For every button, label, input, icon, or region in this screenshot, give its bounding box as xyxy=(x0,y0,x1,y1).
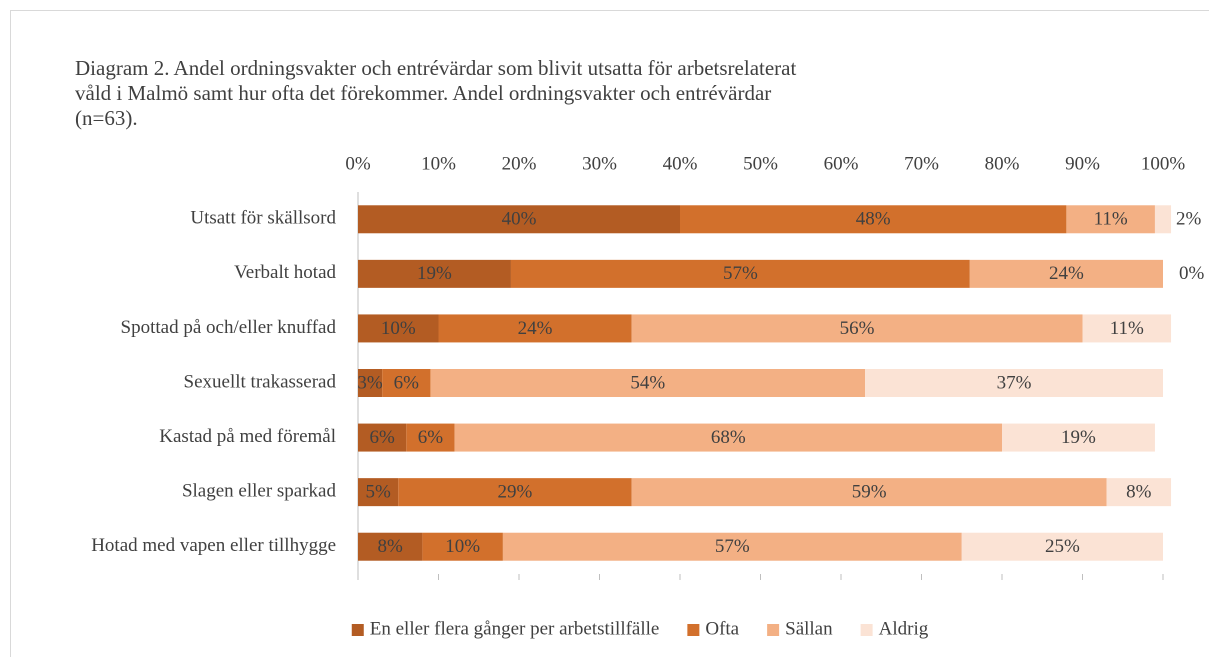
x-tick-label: 70% xyxy=(904,153,939,174)
legend-label: Ofta xyxy=(705,618,739,639)
bar-segment xyxy=(1002,423,1155,452)
data-label: 5% xyxy=(365,482,391,503)
legend-swatch xyxy=(860,624,873,636)
legend-label: En eller flera gånger per arbetstillfäll… xyxy=(370,618,660,639)
y-tick-label: Hotad med vapen eller tillhygge xyxy=(91,535,336,556)
chart-title: Diagram 2. Andel ordningsvakter och entr… xyxy=(75,56,797,130)
x-tick-label: 0% xyxy=(345,153,371,174)
x-tick-label: 50% xyxy=(743,153,778,174)
bar-segment xyxy=(502,532,962,561)
data-label: 6% xyxy=(369,427,395,448)
y-tick-label: Utsatt för skällsord xyxy=(190,208,336,229)
bar-segment xyxy=(865,369,1163,397)
bar-segment xyxy=(430,369,866,397)
bar-segment xyxy=(358,369,383,397)
y-tick-label: Kastad på med föremål xyxy=(159,426,336,447)
data-label: 24% xyxy=(1049,263,1084,284)
data-label: 10% xyxy=(381,318,416,339)
bar-segment xyxy=(1106,478,1172,507)
legend-label: Aldrig xyxy=(879,618,929,639)
bar-segment xyxy=(1154,205,1172,234)
bar-segment xyxy=(680,205,1067,234)
data-label: 11% xyxy=(1094,209,1128,230)
bar-segment xyxy=(382,369,431,397)
data-label: 24% xyxy=(518,318,553,339)
bar-segment xyxy=(358,205,680,234)
x-tick-label: 60% xyxy=(824,153,859,174)
y-tick-label: Spottad på och/eller knuffad xyxy=(121,317,337,338)
data-label: 8% xyxy=(378,536,404,557)
x-tick-label: 20% xyxy=(502,153,537,174)
data-label: 29% xyxy=(498,482,533,503)
legend-swatch xyxy=(687,624,700,636)
data-label: 54% xyxy=(630,372,665,393)
data-label: 57% xyxy=(723,263,758,284)
data-label: 19% xyxy=(417,263,452,284)
bar-segment xyxy=(358,259,511,288)
y-tick-label: Verbalt hotad xyxy=(234,262,336,283)
data-label: 19% xyxy=(1061,427,1096,448)
x-tick-label: 30% xyxy=(582,153,617,174)
bar-segment xyxy=(422,532,503,561)
x-tick-label: 80% xyxy=(985,153,1020,174)
bar-segment xyxy=(631,314,1083,343)
data-label: 3% xyxy=(357,372,383,393)
data-label: 59% xyxy=(852,482,887,503)
x-tick-label: 40% xyxy=(663,153,698,174)
data-label: 8% xyxy=(1126,482,1152,503)
data-label: 48% xyxy=(856,209,891,230)
data-label: 2% xyxy=(1176,209,1202,230)
y-tick-label: Slagen eller sparkad xyxy=(182,481,337,502)
data-label: 10% xyxy=(445,536,480,557)
data-label: 6% xyxy=(418,427,444,448)
y-tick-label: Sexuellt trakasserad xyxy=(184,371,337,392)
x-tick-label: 100% xyxy=(1141,153,1186,174)
data-label: 25% xyxy=(1045,536,1080,557)
chart-frame xyxy=(10,10,1209,657)
bar-segment xyxy=(358,423,407,452)
bar-segment xyxy=(358,478,399,507)
bar-segment xyxy=(454,423,1003,452)
data-label: 37% xyxy=(997,372,1032,393)
bar-segment xyxy=(358,314,439,343)
legend-swatch xyxy=(767,624,780,636)
bar-segment xyxy=(510,259,970,288)
data-label: 11% xyxy=(1110,318,1144,339)
data-label: 56% xyxy=(840,318,875,339)
bar-segment xyxy=(406,423,455,452)
x-tick-label: 10% xyxy=(421,153,456,174)
bar-segment xyxy=(969,259,1163,288)
legend-swatch xyxy=(351,624,364,636)
bar-segment xyxy=(631,478,1107,507)
legend-label: Sällan xyxy=(785,618,833,639)
data-label: 40% xyxy=(502,209,537,230)
bar-segment xyxy=(961,532,1163,561)
bar-segment xyxy=(438,314,632,343)
bar-segment xyxy=(358,532,423,561)
bar-segment xyxy=(1066,205,1155,234)
data-label: 68% xyxy=(711,427,746,448)
bar-segment xyxy=(1082,314,1172,343)
data-label: 6% xyxy=(394,372,420,393)
data-label: 0% xyxy=(1179,263,1205,284)
x-tick-label: 90% xyxy=(1065,153,1100,174)
data-label: 57% xyxy=(715,536,750,557)
bar-segment xyxy=(398,478,632,507)
